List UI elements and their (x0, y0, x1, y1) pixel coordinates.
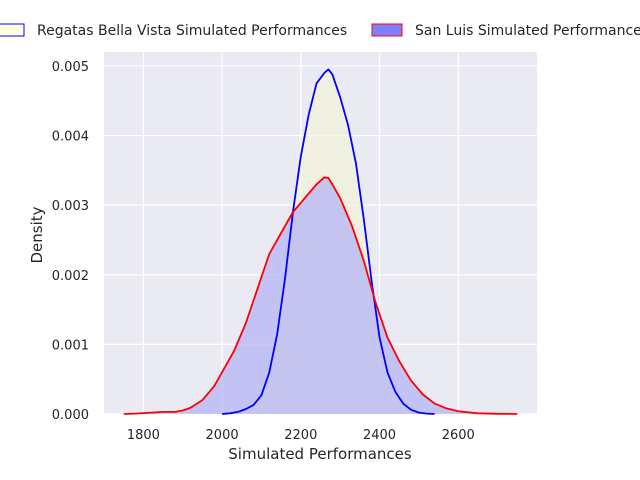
density-areas (123, 69, 518, 415)
x-tick-label: 1800 (127, 428, 160, 443)
legend-label-san-luis: San Luis Simulated Performances (415, 23, 640, 39)
y-axis-label: Density (28, 206, 46, 263)
legend: Regatas Bella Vista Simulated Performanc… (0, 23, 640, 39)
y-tick-label: 0.004 (52, 130, 89, 145)
x-tick-label: 2600 (442, 428, 475, 443)
legend-label-regatas: Regatas Bella Vista Simulated Performanc… (37, 23, 347, 39)
y-tick-label: 0.002 (52, 269, 89, 284)
y-tick-label: 0.003 (52, 199, 89, 214)
y-tick-label: 0.005 (52, 60, 89, 75)
y-tick-label: 0.000 (52, 408, 89, 423)
x-tick-label: 2000 (206, 428, 239, 443)
density-line-regatas (222, 68, 435, 415)
legend-swatch-san-luis (371, 23, 403, 37)
x-tick-label: 2200 (284, 428, 317, 443)
x-axis-label: Simulated Performances (228, 445, 412, 463)
density-line-san-luis (123, 176, 518, 415)
legend-swatch-regatas (0, 23, 25, 37)
y-axis-ticks: 0.000 0.001 0.002 0.003 0.004 0.005 (52, 60, 89, 423)
density-lines (123, 68, 518, 415)
x-axis-ticks: 1800 2000 2200 2400 2600 (127, 428, 475, 443)
density-area-san-luis (123, 177, 518, 414)
x-tick-label: 2400 (363, 428, 396, 443)
y-tick-label: 0.001 (52, 338, 89, 353)
